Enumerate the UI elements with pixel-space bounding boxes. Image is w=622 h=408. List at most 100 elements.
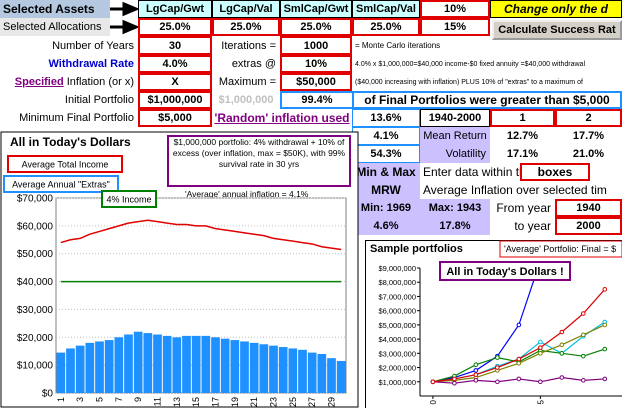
x-tick-label: 5 — [536, 399, 545, 404]
alloc-extra: 15% — [420, 18, 490, 36]
vol-value: 17.1% — [506, 148, 539, 160]
bar — [240, 341, 249, 393]
inflation-label: Specified Inflation (or x) — [0, 73, 138, 91]
years-input[interactable]: 30 — [138, 36, 212, 55]
x-tick-label: 0 — [429, 399, 438, 404]
inflation-text: Inflation (or x) — [66, 76, 134, 88]
point — [538, 351, 543, 356]
y-tick-label: $60,000 — [17, 221, 54, 232]
point — [473, 378, 479, 383]
bar — [249, 342, 259, 393]
withdrawal-label: Withdrawal Rate — [48, 58, 134, 70]
minimum-label: Minimum Final Portfolio — [19, 112, 134, 124]
bar — [288, 348, 298, 393]
bar — [230, 340, 240, 393]
legend-label: Average Total Income — [22, 160, 109, 170]
bar — [56, 352, 66, 393]
point — [430, 379, 436, 385]
x-tick-label: 3 — [75, 397, 85, 402]
min-label: Min: 1969 — [352, 199, 420, 217]
point — [602, 322, 608, 328]
legend-label: 4% Income — [106, 195, 151, 205]
bar — [143, 333, 153, 393]
vol-value: 21.0% — [572, 148, 605, 160]
to-input[interactable]: 2000 — [555, 217, 622, 235]
point — [538, 379, 543, 385]
point — [452, 376, 457, 382]
bar — [124, 334, 133, 393]
bar — [104, 340, 114, 393]
col-2: 2 — [555, 109, 622, 127]
bar — [211, 337, 220, 393]
x-tick-label: 13 — [172, 397, 182, 407]
y-tick-label: $50,000 — [17, 249, 54, 260]
legend-label: Average Annual "Extras" — [12, 180, 110, 190]
asset-cell: SmlCap/Gwt — [280, 0, 352, 18]
calculate-button[interactable]: Calculate Success Rat — [492, 20, 622, 40]
point — [559, 375, 565, 380]
bar — [182, 335, 191, 393]
point — [516, 360, 522, 366]
y-tick-label: $8,000,000 — [378, 278, 416, 287]
y-tick-label: $0 — [42, 389, 54, 400]
from-input[interactable]: 1940 — [555, 199, 622, 217]
chart-title: Sample portfolios — [370, 243, 463, 255]
line — [60, 219, 342, 251]
withdrawal-note: 4.0% x $1,000,000=$40,000 income-$0 fixe… — [355, 60, 585, 68]
bar — [85, 342, 95, 393]
x-tick-label: 21 — [249, 397, 259, 407]
specified: Specified — [14, 76, 64, 88]
col-1: 1 — [490, 109, 555, 127]
alloc-cell: 25.0% — [138, 18, 212, 36]
x-tick-label: 25 — [288, 397, 298, 407]
annotation: $1,000,000 portfolio: 4% withdrawal + 10… — [172, 137, 346, 169]
asset-cell: SmlCap/Val — [352, 0, 420, 18]
bar — [269, 345, 278, 393]
chart-title: All in Today's Dollars — [10, 135, 131, 149]
bar — [153, 334, 162, 393]
bar — [114, 337, 124, 393]
arrows — [110, 1, 140, 35]
portfolio-chart: Sample portfolios 'Average' Portfolio: F… — [365, 240, 622, 408]
bar — [307, 352, 317, 393]
legend-box — [101, 190, 157, 208]
alloc-label: Selected Allocations — [0, 18, 110, 36]
point — [581, 378, 586, 383]
withdrawal-input[interactable]: 4.0% — [138, 55, 212, 73]
x-tick-label: 15 — [191, 397, 201, 407]
inflation-note: 'Average' annual inflation = 4.1% — [185, 189, 309, 199]
success-note: of Final Portfolios were greater than $5… — [352, 91, 622, 109]
y-tick-label: $4,000,000 — [378, 335, 416, 344]
minimum-input[interactable]: $5,000 — [138, 109, 212, 127]
asset-cell: LgCap/Val — [212, 0, 280, 18]
dollars-box — [439, 261, 571, 281]
y-tick-label: $3,000,000 — [378, 349, 416, 358]
y-tick-label: $9,000,000 — [378, 264, 416, 273]
point — [473, 368, 479, 373]
extras-input[interactable]: 10% — [280, 55, 352, 73]
average-box — [499, 240, 622, 258]
y-tick-label: $20,000 — [17, 333, 54, 344]
alloc-cell: 25.0% — [352, 18, 420, 36]
y-tick-label: $2,000,000 — [378, 364, 416, 373]
asset-cell: LgCap/Gwt — [138, 0, 212, 18]
alloc-cell: 25.0% — [212, 18, 280, 36]
line — [432, 268, 539, 383]
point — [538, 339, 543, 345]
maximum-input[interactable]: $50,000 — [280, 73, 352, 91]
point — [473, 362, 479, 368]
inflation-input[interactable]: X — [138, 73, 212, 91]
alloc-cell: 25.0% — [280, 18, 352, 36]
initial-label: Initial Portfolio — [64, 94, 134, 106]
minmax-label: Min & Max — [352, 163, 420, 181]
initial-input[interactable]: $1,000,000 — [138, 91, 212, 109]
random-note: 'Random' inflation used — [214, 111, 350, 125]
stat-value: 13.6% — [352, 109, 420, 127]
iterations-input[interactable]: 1000 — [280, 36, 352, 55]
bar — [327, 358, 336, 393]
mean-value: 17.7% — [572, 130, 605, 142]
initial-copy: $1,000,000 — [218, 94, 274, 106]
point — [495, 365, 500, 370]
success-rate: 99.4% — [280, 91, 352, 109]
